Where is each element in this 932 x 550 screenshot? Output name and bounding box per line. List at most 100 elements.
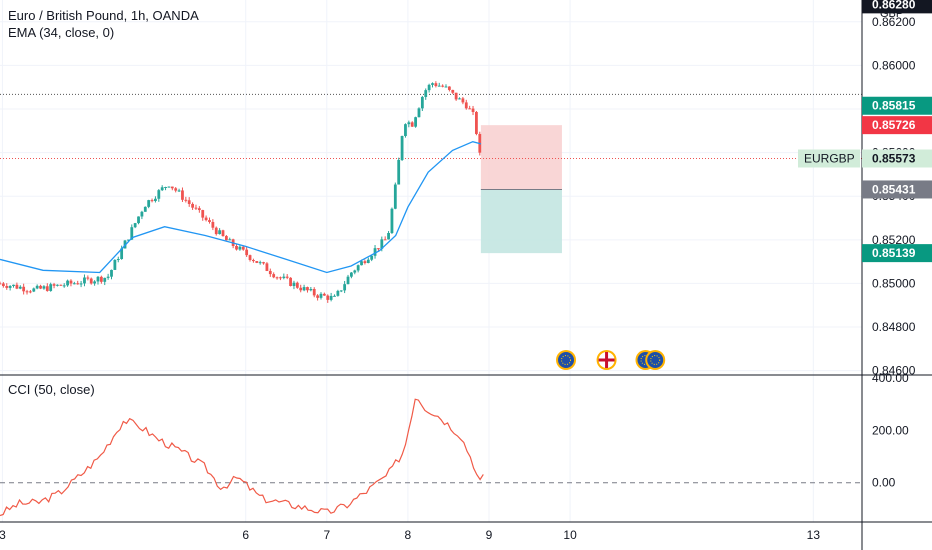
candle-body <box>29 291 32 293</box>
x-tick-label: 8 <box>405 528 412 542</box>
candle-body <box>208 220 211 222</box>
y-tick-label: 0.85200 <box>872 233 916 247</box>
candle-body <box>83 277 86 284</box>
cci-line <box>0 398 484 517</box>
candle-body <box>322 293 326 296</box>
ema-legend[interactable]: EMA (34, close, 0) <box>8 25 115 40</box>
candle-body <box>265 263 269 271</box>
candle-body <box>306 287 309 291</box>
candle-body <box>221 230 225 237</box>
eu-flag-icon[interactable] <box>558 352 575 368</box>
eu-flag-icon[interactable] <box>647 352 664 368</box>
candle-body <box>370 255 374 260</box>
candle-body <box>0 283 2 285</box>
candle-body <box>56 284 59 286</box>
candle-body <box>400 136 404 160</box>
candle-body <box>468 108 472 110</box>
candle-body <box>360 261 363 266</box>
candle-body <box>160 187 164 191</box>
price-label-text: 0.85573 <box>872 152 916 166</box>
candle-body <box>373 248 377 256</box>
candle-body <box>137 216 140 224</box>
candle-body <box>434 83 438 87</box>
candle-body <box>191 203 194 208</box>
price-label-text: 0.85815 <box>872 99 916 113</box>
candle-body <box>417 108 421 118</box>
candle-body <box>258 262 262 264</box>
candle-body <box>22 286 26 292</box>
candle-body <box>248 255 252 260</box>
candle-body <box>377 248 380 250</box>
candle-body <box>110 269 113 277</box>
candle-body <box>404 124 407 137</box>
price-label-box <box>862 96 932 115</box>
candle-body <box>464 102 468 109</box>
candle-body <box>140 211 144 217</box>
candle-body <box>15 284 19 289</box>
candle-body <box>187 200 191 204</box>
candle-body <box>329 295 333 300</box>
candle-body <box>164 186 167 188</box>
candle-body <box>214 227 218 235</box>
candle-body <box>380 239 384 249</box>
candle-body <box>99 276 103 282</box>
candle-body <box>76 283 80 285</box>
take-profit-zone[interactable] <box>480 189 562 254</box>
candle-body <box>201 210 205 218</box>
stop-loss-zone[interactable] <box>480 125 562 190</box>
event-markers[interactable] <box>556 350 666 370</box>
candle-body <box>133 223 137 228</box>
y-tick-label: 0.86000 <box>872 58 916 72</box>
chart-title: Euro / British Pound, 1h, OANDA <box>8 8 199 23</box>
candle-body <box>126 239 130 241</box>
candle-body <box>1 283 5 287</box>
candle-body <box>407 122 411 125</box>
chart-grid <box>0 0 862 522</box>
candle-body <box>461 98 465 103</box>
candle-body <box>66 280 69 286</box>
candle-body <box>414 117 417 127</box>
candle-body <box>458 98 461 100</box>
candle-body <box>42 286 46 289</box>
candle-body <box>39 285 42 289</box>
cci-legend[interactable]: CCI (50, close) <box>8 382 95 397</box>
cci-y-tick-label: 200.00 <box>872 423 909 437</box>
candle-body <box>154 198 157 202</box>
candle-body <box>471 108 475 112</box>
candle-body <box>150 200 154 202</box>
candle-body <box>353 270 357 273</box>
candle-body <box>25 291 29 293</box>
price-labels: 0.86280 0.85815 0.85726 0.85573 EURGBP 0.8543… <box>798 0 932 263</box>
candle-body <box>103 277 107 282</box>
candle-body <box>295 282 299 288</box>
candle-body <box>45 286 49 291</box>
candle-body <box>410 122 414 127</box>
candle-body <box>235 245 238 250</box>
candle-body <box>431 83 434 85</box>
candle-body <box>366 259 370 264</box>
eu-flag-stars <box>561 355 572 365</box>
horizontal-lines <box>0 93 862 160</box>
candle-body <box>285 276 289 278</box>
candle-body <box>12 284 15 287</box>
candle-body <box>363 261 367 264</box>
candle-body <box>120 248 124 260</box>
candle-body <box>441 85 445 87</box>
candle-body <box>204 217 208 221</box>
candle-body <box>245 249 249 256</box>
candle-body <box>319 293 323 298</box>
candle-body <box>475 111 478 134</box>
candle-body <box>184 199 188 201</box>
candle-body <box>437 85 441 87</box>
candle-body <box>177 190 181 192</box>
candle-body <box>93 281 97 284</box>
candle-body <box>170 186 174 189</box>
candle-body <box>333 295 336 297</box>
candle-body <box>339 290 343 292</box>
x-tick-label: 10 <box>563 528 577 542</box>
candle-body <box>383 239 387 241</box>
candle-body <box>147 200 151 207</box>
candle-body <box>346 276 350 285</box>
price-label-box <box>862 116 932 135</box>
candle-body <box>18 286 22 289</box>
